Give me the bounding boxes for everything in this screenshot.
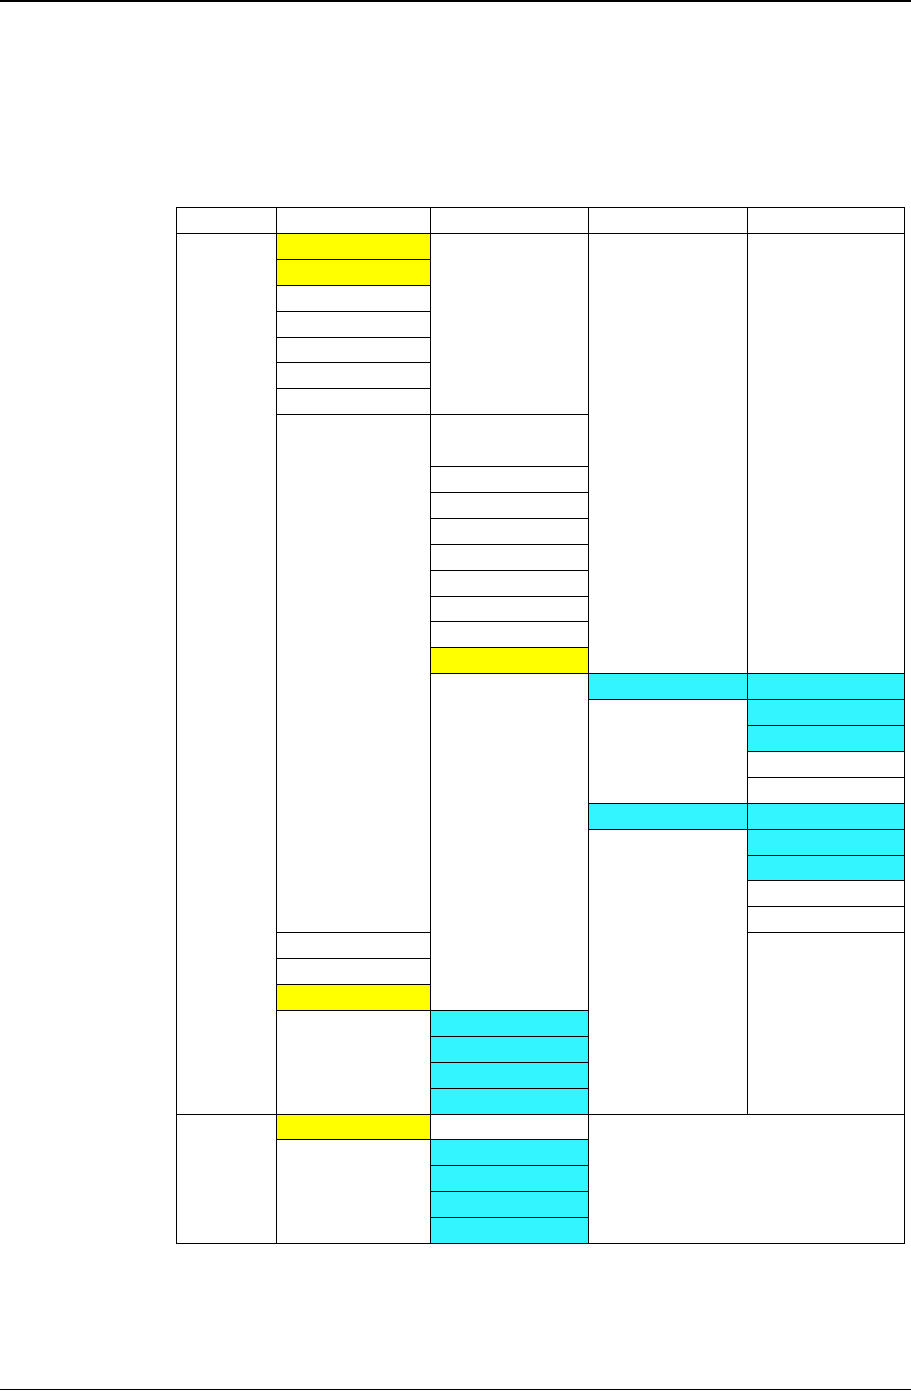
cell-cyan <box>747 673 905 700</box>
cell-cyan <box>430 1062 589 1089</box>
cell <box>430 518 589 545</box>
merged-cell-c3 <box>430 233 589 415</box>
merged-cell-c3-lower <box>430 673 589 1011</box>
header-cell-2 <box>276 207 431 234</box>
header-cell-5 <box>747 207 905 234</box>
header-cell-4 <box>588 207 748 234</box>
header-cell-3 <box>430 207 589 234</box>
cell <box>430 544 589 571</box>
merged-cell-c2 <box>276 414 431 933</box>
merged-cell-c2-group-b <box>276 1139 431 1244</box>
cell-yellow <box>276 984 431 1011</box>
cell-cyan <box>430 1165 589 1192</box>
cell-cyan <box>430 1088 589 1115</box>
group-cell-b <box>176 1114 277 1244</box>
cell <box>276 337 431 363</box>
cell <box>276 958 431 985</box>
merged-cell-c45-group-b <box>588 1114 905 1244</box>
cell <box>430 596 589 622</box>
cell-yellow <box>276 1114 431 1140</box>
merged-cell-c2-lower <box>276 1010 431 1115</box>
cell <box>430 414 589 467</box>
cell <box>276 388 431 415</box>
cell <box>747 906 905 933</box>
merged-cell-c5 <box>747 233 905 674</box>
cell <box>430 492 589 519</box>
cell <box>276 311 431 338</box>
cell-cyan <box>747 699 905 726</box>
cell-cyan <box>430 1217 589 1244</box>
cell <box>430 1114 589 1140</box>
top-page-rule <box>0 0 911 2</box>
cell <box>747 880 905 907</box>
cell-cyan <box>430 1010 589 1037</box>
merged-cell-c4 <box>588 233 748 674</box>
cell-cyan <box>747 725 905 752</box>
cell-cyan <box>430 1191 589 1218</box>
cell <box>276 362 431 389</box>
bottom-page-rule <box>0 1389 911 1390</box>
cell <box>276 932 431 959</box>
cell-yellow <box>276 259 431 286</box>
cell-cyan <box>430 1036 589 1063</box>
merged-cell-c4-lower <box>588 829 748 1115</box>
cell-cyan <box>588 803 748 830</box>
cell-cyan <box>588 673 748 700</box>
header-cell-1 <box>176 207 277 234</box>
cell <box>430 466 589 493</box>
cell <box>430 621 589 648</box>
cell <box>747 751 905 778</box>
merged-cell-c5-lower <box>747 932 905 1115</box>
cell-yellow <box>430 647 589 674</box>
cell <box>430 570 589 597</box>
cell-cyan <box>747 829 905 856</box>
group-cell-a <box>176 233 277 1115</box>
cell-yellow <box>276 233 431 260</box>
cell <box>276 285 431 312</box>
cell-cyan <box>430 1139 589 1166</box>
cell-cyan <box>747 855 905 881</box>
merged-cell-c4-mid <box>588 699 748 804</box>
cell <box>747 777 905 804</box>
cell-cyan <box>747 803 905 830</box>
